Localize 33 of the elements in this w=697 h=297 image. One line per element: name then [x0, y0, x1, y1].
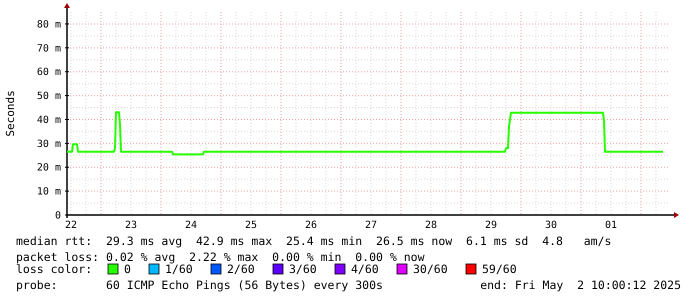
x-tick-label: 22 [64, 220, 78, 231]
legend-label: 1/60 [165, 262, 193, 276]
text: end: Fri May 2 10:00:12 2025 [480, 278, 681, 292]
text: packet loss: 0.02 % avg 2.22 % max 0.00 % min 0.00 % now [16, 250, 425, 264]
legend-label: 3/60 [289, 262, 317, 276]
y-tick-label: 60 m [36, 67, 61, 78]
line-series [66, 111, 664, 156]
y-tick-label: 10 m [36, 186, 61, 198]
x-tick-label: 28 [424, 220, 438, 231]
y-tick-label: 50 m [36, 91, 61, 102]
y-tick-label: 70 m [36, 43, 61, 54]
legend-label: 30/60 [413, 262, 448, 276]
x-tick-label: 30 [544, 220, 558, 231]
legend-label: 59/60 [482, 262, 517, 276]
x-tick-label: 01 [604, 220, 618, 231]
text: probe: 60 ICMP Echo Pings (56 Bytes) every 300s [16, 278, 383, 292]
y-tick-label: 40 m [36, 114, 61, 126]
legend-label: 0 [124, 262, 131, 276]
legend-label: 4/60 [351, 262, 379, 276]
x-tick-label: 25 [244, 220, 258, 231]
x-tick-label: 23 [124, 220, 138, 231]
text: median rtt: 29.3 ms avg 42.9 ms max 25.4 ms min 26.5 ms now 6.1 ms sd 4.8 am/s [16, 234, 612, 248]
y-tick-label: 20 m [36, 162, 61, 174]
x-tick-label: 27 [364, 220, 378, 231]
y-axis-title: Seconds [4, 90, 17, 137]
x-tick-label: 29 [484, 220, 498, 231]
y-tick-label: 0 [54, 210, 61, 222]
x-tick-label: 24 [184, 220, 198, 231]
y-tick-label: 30 m [36, 138, 61, 150]
legend-title: loss color: [16, 262, 92, 276]
x-tick-label: 26 [304, 220, 318, 231]
y-tick-label: 80 m [36, 19, 61, 30]
legend-label: 2/60 [227, 262, 255, 276]
